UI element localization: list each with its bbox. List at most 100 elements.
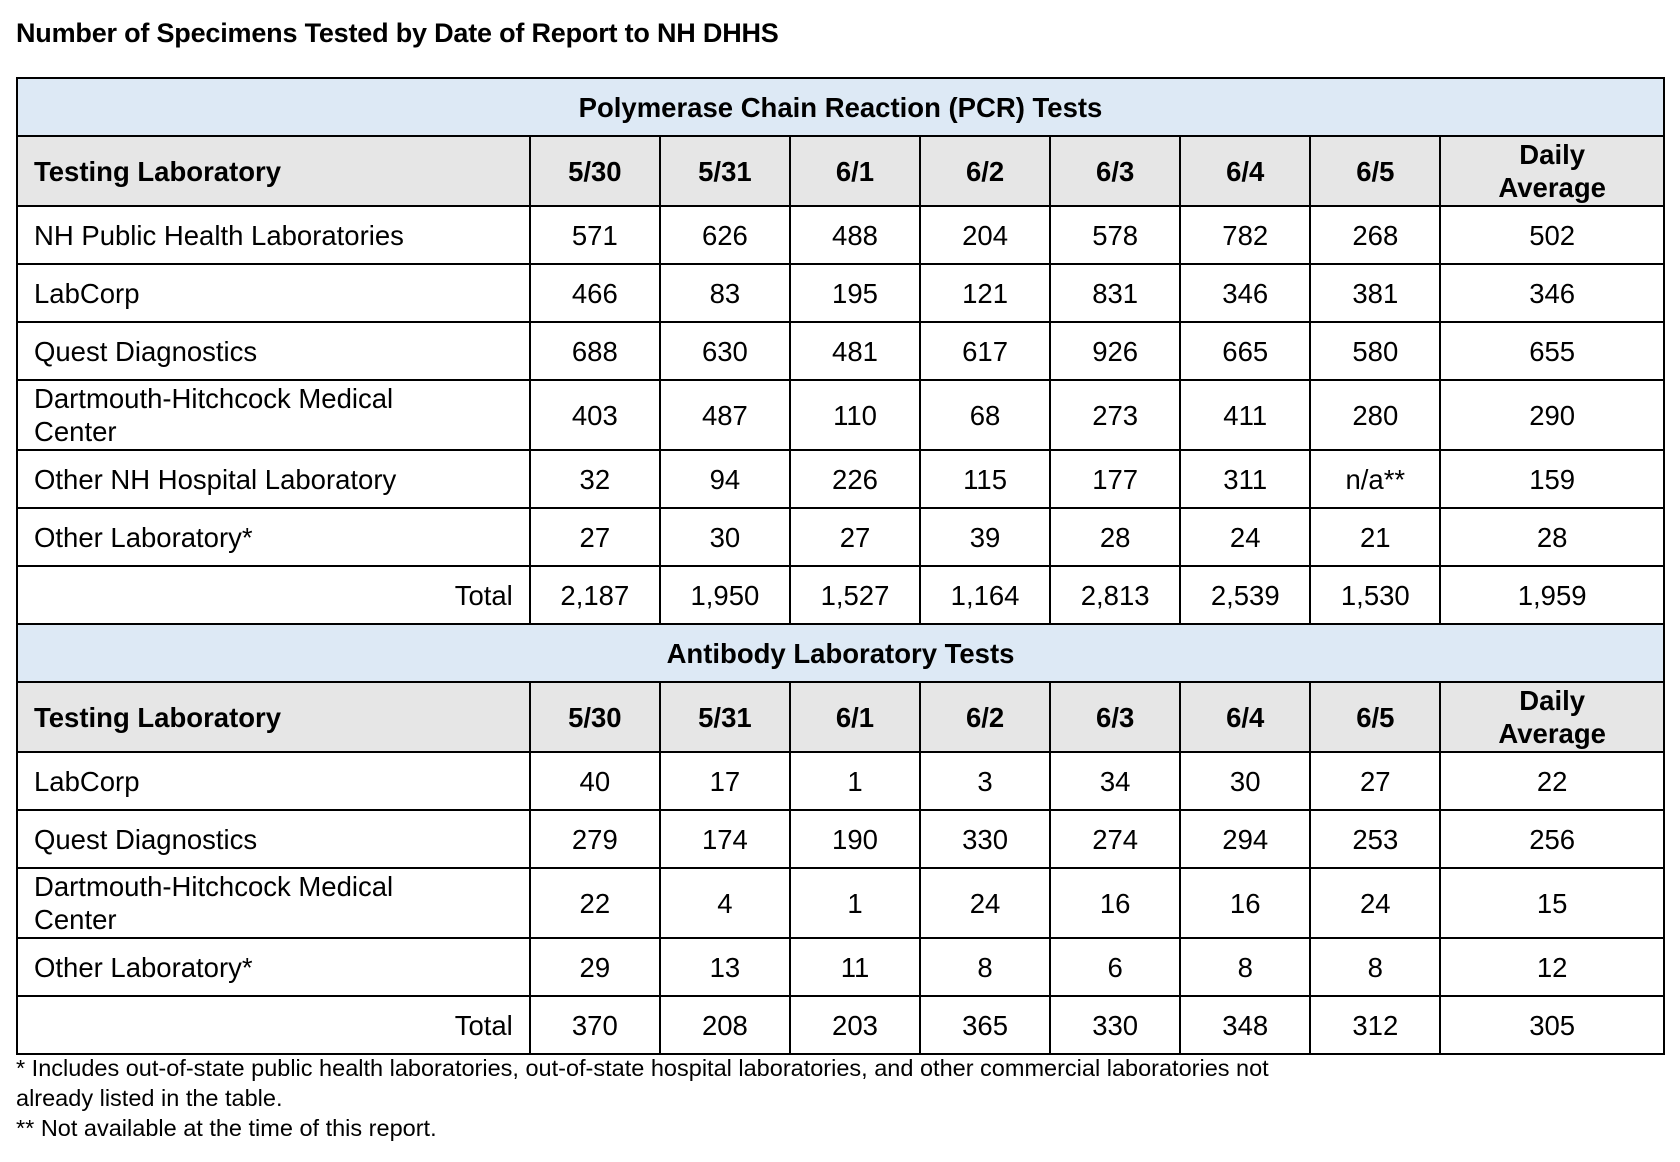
value-cell: 27 (1309, 751, 1442, 811)
footnote-asterisk-line2: already listed in the table. (16, 1085, 283, 1111)
daily-average-cell: 28 (1439, 507, 1665, 567)
value-cell: 782 (1179, 205, 1312, 265)
header-date: 5/30 (528, 681, 661, 753)
total-value-cell: 1,164 (919, 565, 1052, 625)
total-value-cell: 370 (528, 995, 661, 1055)
value-cell: 30 (658, 507, 791, 567)
value-cell: 110 (788, 379, 922, 451)
total-value-cell: 1,530 (1309, 565, 1442, 625)
lab-name-cell: LabCorp (16, 751, 531, 811)
total-label: Total (16, 995, 531, 1055)
value-cell: 311 (1179, 449, 1312, 509)
value-cell: 381 (1309, 263, 1442, 323)
value-cell: 403 (528, 379, 661, 451)
value-cell: 253 (1309, 809, 1442, 869)
value-cell: 487 (658, 379, 791, 451)
lab-name-line1: Dartmouth-Hitchcock Medical (34, 383, 394, 414)
value-cell: 294 (1179, 809, 1312, 869)
daily-average-cell: 12 (1439, 937, 1665, 997)
footnote-asterisk-line1: * Includes out-of-state public health la… (16, 1055, 1269, 1081)
value-cell: 279 (528, 809, 661, 869)
value-cell: 831 (1049, 263, 1182, 323)
value-cell: 68 (919, 379, 1052, 451)
daily-average-cell: 22 (1439, 751, 1665, 811)
value-cell: 578 (1049, 205, 1182, 265)
table-row: LabCorp 40 17 1 3 34 30 27 22 (16, 751, 1665, 811)
page-title: Number of Specimens Tested by Date of Re… (16, 18, 779, 48)
lab-name-cell: Other Laboratory* (16, 937, 531, 997)
section-title-row: Antibody Laboratory Tests (16, 623, 1665, 683)
value-cell: 8 (1309, 937, 1442, 997)
table-row: NH Public Health Laboratories 571 626 488 20… (16, 205, 1665, 265)
daily-average-cell: 655 (1439, 321, 1665, 381)
header-date: 6/2 (919, 681, 1052, 753)
value-cell: 83 (658, 263, 791, 323)
total-row: Total 370 208 203 365 330 348 312 305 (16, 995, 1665, 1055)
total-value-cell: 365 (919, 995, 1052, 1055)
value-cell: 8 (919, 937, 1052, 997)
total-value-cell: 2,539 (1179, 565, 1312, 625)
total-label: Total (16, 565, 531, 625)
value-cell: 926 (1049, 321, 1182, 381)
value-cell: 268 (1309, 205, 1442, 265)
header-date: 6/1 (788, 135, 922, 207)
value-cell: 274 (1049, 809, 1182, 869)
value-cell: 121 (919, 263, 1052, 323)
header-date: 6/2 (919, 135, 1052, 207)
value-cell: 34 (1049, 751, 1182, 811)
header-date: 5/31 (658, 681, 791, 753)
header-daily-average-line2: Average (1498, 172, 1606, 203)
value-cell: 571 (528, 205, 661, 265)
value-cell: 8 (1179, 937, 1312, 997)
column-header-row: Testing Laboratory 5/30 5/31 6/1 6/2 6/3 6/4 6/… (16, 135, 1665, 207)
value-cell: 22 (528, 867, 661, 939)
daily-average-cell: 346 (1439, 263, 1665, 323)
value-cell: 617 (919, 321, 1052, 381)
value-cell: 3 (919, 751, 1052, 811)
total-value-cell: 348 (1179, 995, 1312, 1055)
header-date: 6/5 (1309, 135, 1442, 207)
value-cell: 1 (788, 751, 922, 811)
header-daily-average: Daily Average (1439, 681, 1665, 753)
total-daily-average-cell: 305 (1439, 995, 1665, 1055)
total-value-cell: 2,813 (1049, 565, 1182, 625)
lab-name-cell: Dartmouth-Hitchcock Medical Center (16, 867, 531, 939)
antibody-section: Antibody Laboratory Tests Testing Laborat… (16, 623, 1665, 1055)
table-row: Other Laboratory* 27 30 27 39 28 24 21 28 (16, 507, 1665, 567)
footnote-double-asterisk: ** Not available at the time of this rep… (16, 1115, 437, 1141)
lab-name-cell: Quest Diagnostics (16, 809, 531, 869)
lab-name-line2: Center (34, 416, 117, 447)
value-cell: 32 (528, 449, 661, 509)
value-cell: 330 (919, 809, 1052, 869)
section-title: Antibody Laboratory Tests (16, 623, 1665, 683)
table-row: Other Laboratory* 29 13 11 8 6 8 8 12 (16, 937, 1665, 997)
header-daily-average-line1: Daily (1519, 685, 1586, 716)
value-cell: 17 (658, 751, 791, 811)
value-cell: 11 (788, 937, 922, 997)
lab-name-cell: Dartmouth-Hitchcock Medical Center (16, 379, 531, 451)
value-cell: 24 (919, 867, 1052, 939)
table-row: Quest Diagnostics 688 630 481 617 926 665 580 65… (16, 321, 1665, 381)
header-daily-average: Daily Average (1439, 135, 1665, 207)
specimens-table: Polymerase Chain Reaction (PCR) Tests Tes… (16, 77, 1665, 1055)
total-value-cell: 203 (788, 995, 922, 1055)
value-cell: 27 (788, 507, 922, 567)
footnote-asterisk: * Includes out-of-state public health la… (16, 1053, 1456, 1113)
header-date: 6/3 (1049, 681, 1182, 753)
header-date: 6/5 (1309, 681, 1442, 753)
value-cell: 280 (1309, 379, 1442, 451)
value-cell: 273 (1049, 379, 1182, 451)
value-cell: 346 (1179, 263, 1312, 323)
table-row: LabCorp 466 83 195 121 831 346 381 346 (16, 263, 1665, 323)
value-cell: 29 (528, 937, 661, 997)
table-row: Dartmouth-Hitchcock Medical Center 22 4 1 24 1… (16, 867, 1665, 939)
header-date: 5/30 (528, 135, 661, 207)
header-daily-average-line1: Daily (1519, 139, 1586, 170)
value-cell: 466 (528, 263, 661, 323)
daily-average-cell: 290 (1439, 379, 1665, 451)
column-header-row: Testing Laboratory 5/30 5/31 6/1 6/2 6/3 6/4 6/… (16, 681, 1665, 753)
lab-name-cell: Other NH Hospital Laboratory (16, 449, 531, 509)
header-date: 5/31 (658, 135, 791, 207)
value-cell: 39 (919, 507, 1052, 567)
total-value-cell: 1,950 (658, 565, 791, 625)
